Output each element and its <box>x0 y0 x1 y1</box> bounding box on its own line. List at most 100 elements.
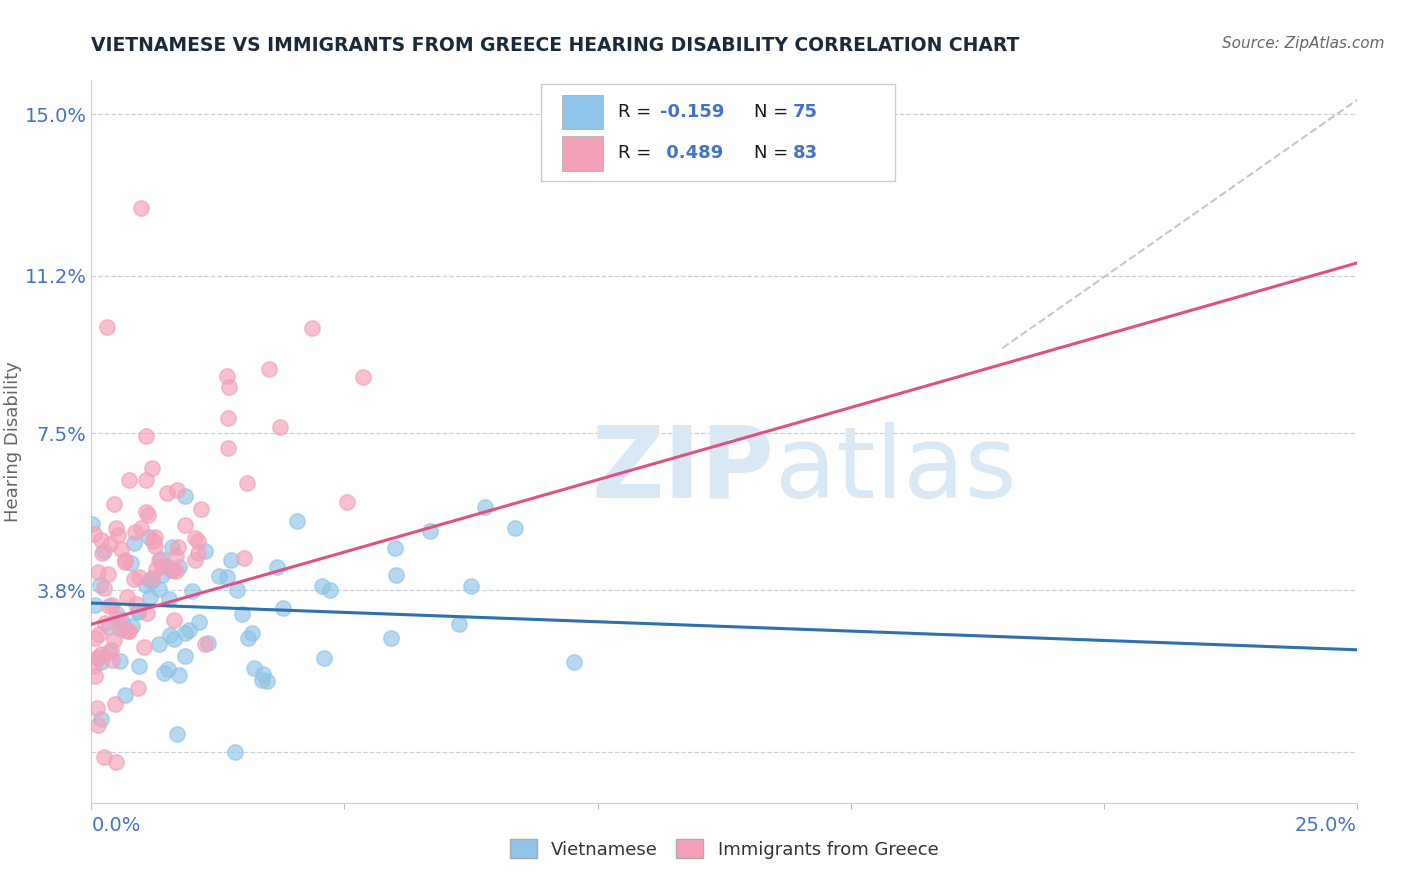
Text: R =: R = <box>617 145 657 162</box>
Point <box>121 619 143 633</box>
Text: N =: N = <box>755 145 794 162</box>
Point <box>150 567 173 582</box>
Text: atlas: atlas <box>775 422 1017 519</box>
Point <box>101 598 124 612</box>
Point <box>194 638 217 652</box>
Point <box>87 717 110 731</box>
Point <box>188 615 211 629</box>
Point <box>194 544 217 558</box>
Point <box>142 533 165 548</box>
Point <box>301 320 323 334</box>
Point <box>103 497 125 511</box>
Point <box>236 475 259 490</box>
Point <box>174 489 197 503</box>
Point <box>232 550 254 565</box>
Point <box>80 516 103 531</box>
Point <box>110 622 132 636</box>
Point <box>86 701 108 715</box>
Point <box>231 607 253 621</box>
Point <box>84 631 107 645</box>
Point <box>131 201 153 215</box>
Point <box>90 712 112 726</box>
Point <box>127 681 149 695</box>
Point <box>94 616 117 631</box>
Point <box>447 617 470 632</box>
Point <box>156 662 179 676</box>
Point <box>89 578 111 592</box>
Point <box>319 583 342 598</box>
Point <box>149 552 172 566</box>
Text: 0.489: 0.489 <box>659 145 723 162</box>
Point <box>125 597 148 611</box>
Point <box>266 559 288 574</box>
Point <box>197 636 219 650</box>
Point <box>103 697 125 711</box>
Point <box>221 552 243 566</box>
Point <box>115 590 138 604</box>
Point <box>380 631 402 645</box>
Point <box>505 521 527 535</box>
Point <box>153 665 176 680</box>
Point <box>114 553 136 567</box>
Point <box>174 649 197 664</box>
Point <box>314 651 336 665</box>
Point <box>166 483 188 497</box>
Point <box>83 599 105 613</box>
FancyBboxPatch shape <box>540 84 894 181</box>
Point <box>384 541 406 555</box>
Point <box>135 607 157 621</box>
Point <box>162 540 184 554</box>
Point <box>256 674 278 689</box>
Point <box>98 537 121 551</box>
Point <box>215 570 238 584</box>
Point <box>224 746 246 760</box>
Point <box>87 650 110 665</box>
Point <box>240 625 263 640</box>
Point <box>127 605 149 619</box>
Point <box>128 658 150 673</box>
Point <box>90 648 112 662</box>
Point <box>474 500 496 514</box>
FancyBboxPatch shape <box>562 95 603 129</box>
Point <box>208 569 231 583</box>
Point <box>90 655 112 669</box>
Y-axis label: Hearing Disability: Hearing Disability <box>4 361 22 522</box>
Point <box>218 380 240 394</box>
Point <box>93 544 115 558</box>
Point <box>336 494 359 508</box>
Point <box>135 473 157 487</box>
Point <box>225 583 247 598</box>
Point <box>271 600 294 615</box>
Point <box>141 461 163 475</box>
Point <box>97 599 120 613</box>
Point <box>134 640 156 655</box>
Point <box>122 572 145 586</box>
Point <box>111 614 134 628</box>
Point <box>460 579 482 593</box>
Point <box>311 579 333 593</box>
Point <box>217 410 239 425</box>
Point <box>156 486 179 500</box>
Point <box>127 604 149 618</box>
Point <box>163 613 186 627</box>
Text: N =: N = <box>755 103 794 121</box>
Point <box>100 642 122 657</box>
Point <box>120 556 142 570</box>
Point <box>129 521 152 535</box>
Point <box>287 514 309 528</box>
Point <box>118 624 141 639</box>
Point <box>87 565 110 579</box>
Text: 25.0%: 25.0% <box>1295 815 1357 835</box>
Point <box>141 571 163 585</box>
FancyBboxPatch shape <box>562 136 603 170</box>
Point <box>135 578 157 592</box>
Point <box>257 362 280 376</box>
Point <box>98 620 121 634</box>
Point <box>156 559 179 574</box>
Point <box>352 369 374 384</box>
Point <box>90 533 112 547</box>
Text: 83: 83 <box>793 145 817 162</box>
Point <box>141 574 163 589</box>
Point <box>97 566 120 581</box>
Legend: Vietnamese, Immigrants from Greece: Vietnamese, Immigrants from Greece <box>502 832 946 866</box>
